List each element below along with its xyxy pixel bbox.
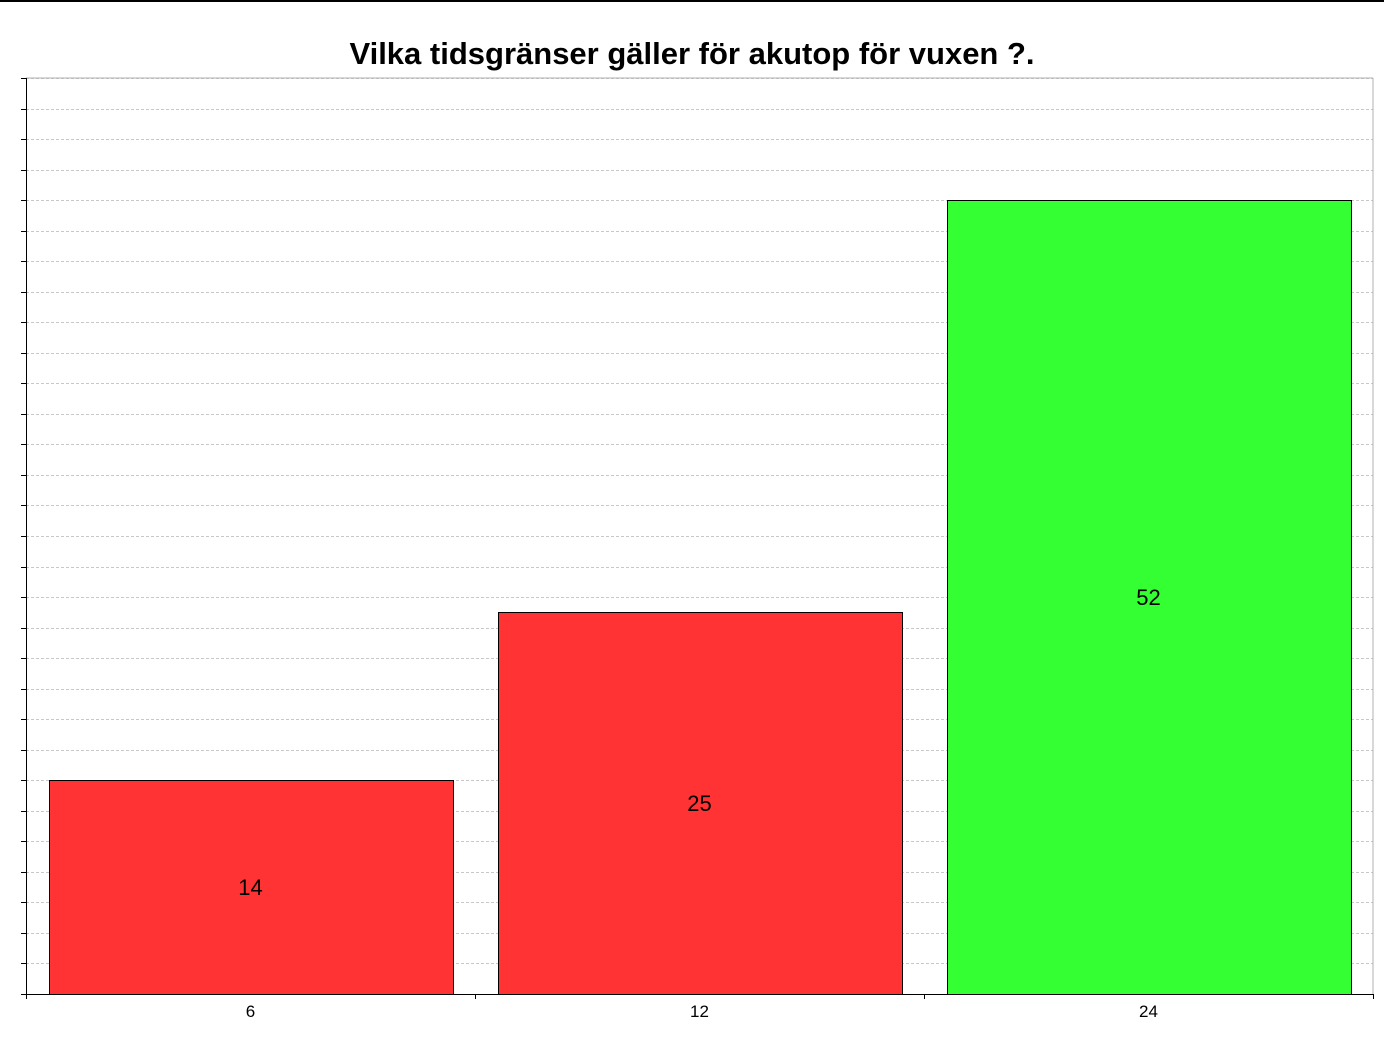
bars (49, 200, 1352, 995)
data-label-6: 14 (238, 875, 262, 900)
x-tick-label-12: 12 (690, 1002, 709, 1021)
axes (21, 77, 1374, 999)
top-border-line (0, 0, 1384, 2)
labels: 14 6 25 12 52 24 (238, 585, 1160, 1021)
x-tick-label-6: 6 (246, 1002, 255, 1021)
x-tick-label-24: 24 (1139, 1002, 1158, 1021)
bar-12 (498, 612, 903, 995)
data-label-12: 25 (687, 791, 711, 816)
chart-title: Vilka tidsgränser gäller för akutop för … (349, 36, 1035, 71)
bar-6 (49, 780, 454, 995)
bar-24 (947, 200, 1352, 995)
data-label-24: 52 (1136, 585, 1160, 610)
